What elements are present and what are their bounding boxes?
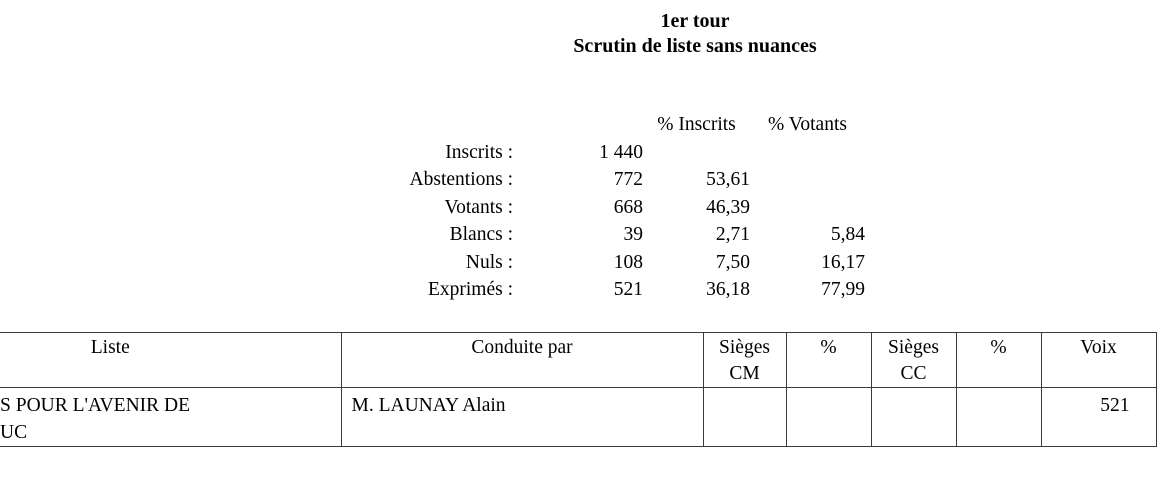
results-table: Liste Conduite par Sièges CM % Sièges CC… bbox=[0, 332, 1157, 447]
stat-pct-inscrits: 2,71 bbox=[715, 224, 750, 245]
title-scrutin-type: Scrutin de liste sans nuances bbox=[573, 35, 817, 57]
column-header-label: Voix bbox=[1080, 337, 1117, 358]
stats-row-blancs: Blancs : 39 2,71 5,84 bbox=[0, 221, 865, 249]
column-header-label: Liste bbox=[90, 337, 130, 358]
stat-pct-votants: 5,84 bbox=[830, 224, 865, 245]
stat-value: 521 bbox=[613, 279, 643, 300]
stat-label: Blancs : bbox=[449, 224, 513, 245]
stat-pct-inscrits: 36,18 bbox=[706, 279, 750, 300]
table-row: S POUR L'AVENIR DE UC M. LAUNAY Alain 52… bbox=[0, 387, 1157, 447]
stat-value: 108 bbox=[613, 251, 643, 273]
cell-sieges-cc bbox=[870, 387, 957, 447]
stat-label: Nuls : bbox=[465, 251, 513, 273]
column-header-sublabel: CC bbox=[900, 363, 927, 384]
column-header-label: % bbox=[990, 337, 1007, 358]
column-header-label: Sièges bbox=[719, 337, 770, 358]
column-header-pct-cc: % bbox=[955, 332, 1042, 388]
stat-label: Abstentions : bbox=[409, 169, 513, 190]
stat-pct-votants: 16,17 bbox=[821, 251, 865, 273]
cell-pct-cc bbox=[955, 387, 1042, 447]
stat-label: Inscrits : bbox=[445, 141, 513, 163]
results-table-header-row: Liste Conduite par Sièges CM % Sièges CC… bbox=[0, 332, 1157, 388]
stats-row-nuls: Nuls : 108 7,50 16,17 bbox=[0, 249, 865, 277]
stat-label: Exprimés : bbox=[427, 279, 513, 300]
column-header-conduite-par: Conduite par bbox=[340, 332, 704, 388]
liste-name-line2: UC bbox=[0, 422, 28, 443]
title-round: 1er tour bbox=[660, 10, 730, 32]
column-header-sieges-cc: Sièges CC bbox=[870, 332, 957, 388]
stats-row-abstentions: Abstentions : 772 53,61 bbox=[0, 166, 865, 194]
stats-row-exprimes: Exprimés : 521 36,18 77,99 bbox=[0, 276, 865, 304]
stat-value: 772 bbox=[613, 169, 643, 190]
liste-name-line1: S POUR L'AVENIR DE bbox=[0, 395, 191, 416]
column-header-sublabel: CM bbox=[729, 363, 760, 384]
stats-row-votants: Votants : 668 46,39 bbox=[0, 194, 865, 222]
stats-header-pct-inscrits: % Inscrits bbox=[657, 114, 736, 135]
stats-row-inscrits: Inscrits : 1 440 bbox=[0, 139, 865, 167]
stat-value: 668 bbox=[613, 196, 643, 218]
column-header-liste: Liste bbox=[0, 332, 342, 388]
cell-sieges-cm bbox=[702, 387, 787, 447]
cell-pct-cm bbox=[785, 387, 872, 447]
column-header-pct-cm: % bbox=[785, 332, 872, 388]
document-title: 1er tour Scrutin de liste sans nuances bbox=[395, 9, 995, 59]
column-header-label: Sièges bbox=[888, 337, 939, 358]
stat-pct-votants: 77,99 bbox=[821, 279, 865, 300]
cell-conduite-par: M. LAUNAY Alain bbox=[340, 387, 704, 447]
column-header-label: Conduite par bbox=[471, 337, 573, 358]
participation-stats: % Inscrits % Votants Inscrits : 1 440 Abst… bbox=[0, 111, 865, 304]
stat-pct-inscrits: 46,39 bbox=[706, 196, 750, 218]
stat-pct-inscrits: 7,50 bbox=[715, 251, 750, 273]
stat-value: 39 bbox=[623, 224, 644, 245]
stats-header-row: % Inscrits % Votants bbox=[0, 111, 865, 139]
stat-label: Votants : bbox=[444, 196, 513, 218]
cell-liste-name: S POUR L'AVENIR DE UC bbox=[0, 387, 342, 447]
stats-header-pct-votants: % Votants bbox=[768, 114, 847, 135]
column-header-voix: Voix bbox=[1040, 332, 1157, 388]
column-header-label: % bbox=[820, 337, 837, 358]
stat-pct-inscrits: 53,61 bbox=[706, 169, 750, 190]
stat-value: 1 440 bbox=[599, 141, 643, 163]
column-header-sieges-cm: Sièges CM bbox=[702, 332, 787, 388]
cell-voix: 521 bbox=[1040, 387, 1157, 447]
